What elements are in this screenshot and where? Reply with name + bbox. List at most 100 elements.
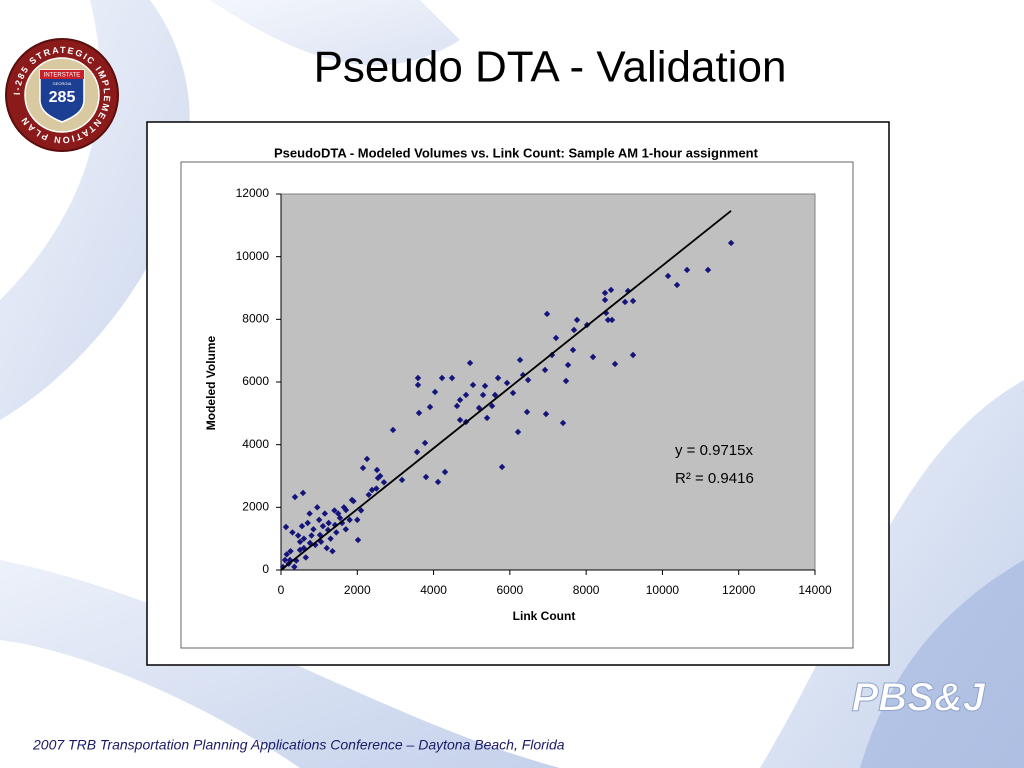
point bbox=[608, 316, 616, 324]
annotation: R² = 0.9416 bbox=[675, 470, 754, 487]
point bbox=[601, 289, 609, 297]
y-tick-label: 8000 bbox=[242, 312, 269, 326]
point bbox=[314, 504, 321, 511]
point bbox=[514, 428, 522, 436]
point bbox=[441, 468, 449, 476]
swirl bbox=[210, 0, 460, 66]
point bbox=[422, 473, 430, 481]
y-tick-label: 0 bbox=[262, 562, 269, 576]
point bbox=[607, 286, 615, 294]
shield-band bbox=[40, 70, 84, 79]
x-tick-label: 6000 bbox=[497, 583, 524, 597]
x-axis-label: Link Count bbox=[513, 609, 576, 623]
point bbox=[317, 538, 325, 545]
chart-title: PseudoDTA - Modeled Volumes vs. Link Cou… bbox=[274, 145, 759, 160]
point bbox=[564, 361, 572, 369]
point bbox=[325, 519, 332, 527]
point bbox=[479, 391, 487, 399]
point bbox=[283, 551, 290, 558]
point bbox=[302, 554, 309, 561]
point bbox=[664, 272, 672, 280]
point bbox=[373, 466, 381, 474]
point bbox=[331, 507, 338, 514]
point bbox=[559, 419, 567, 427]
point bbox=[552, 334, 560, 342]
x-tick-label: 12000 bbox=[722, 583, 756, 597]
point bbox=[321, 510, 329, 517]
point bbox=[342, 526, 350, 533]
point bbox=[421, 439, 429, 447]
point bbox=[589, 353, 597, 361]
point bbox=[336, 514, 344, 522]
point bbox=[291, 493, 299, 501]
point bbox=[306, 539, 314, 547]
y-tick-label: 6000 bbox=[242, 374, 269, 388]
point bbox=[340, 504, 348, 511]
point bbox=[414, 374, 422, 382]
point bbox=[296, 546, 304, 554]
company-logo: PBS&J bbox=[852, 676, 986, 720]
point bbox=[363, 455, 371, 463]
point bbox=[573, 316, 581, 324]
point bbox=[365, 491, 372, 498]
point bbox=[456, 396, 464, 404]
point bbox=[294, 532, 302, 539]
point bbox=[541, 366, 549, 374]
point bbox=[469, 381, 477, 389]
point bbox=[304, 519, 311, 527]
point bbox=[601, 296, 609, 304]
point bbox=[291, 563, 298, 571]
trendline bbox=[280, 210, 732, 571]
point bbox=[727, 239, 735, 247]
point bbox=[373, 485, 380, 492]
point bbox=[466, 359, 474, 367]
swirl bbox=[860, 560, 1024, 768]
point bbox=[299, 489, 307, 497]
x-tick-label: 2000 bbox=[344, 583, 371, 597]
swirl bbox=[0, 0, 190, 420]
x-tick-label: 4000 bbox=[420, 583, 447, 597]
point bbox=[448, 374, 456, 382]
point bbox=[431, 388, 439, 396]
plot-area bbox=[280, 193, 816, 571]
point bbox=[519, 371, 527, 379]
y-axis-label: Modeled Volume bbox=[204, 335, 218, 430]
point bbox=[354, 516, 361, 524]
point bbox=[503, 379, 511, 387]
shield-state: GEORGIA bbox=[53, 81, 72, 86]
point bbox=[491, 391, 499, 399]
point bbox=[398, 476, 406, 484]
footer: 2007 TRB Transportation Planning Applica… bbox=[32, 737, 565, 753]
slide-title: Pseudo DTA - Validation bbox=[314, 43, 787, 92]
point bbox=[329, 548, 336, 555]
point bbox=[315, 516, 323, 524]
shield bbox=[39, 69, 85, 123]
point bbox=[604, 316, 612, 324]
point bbox=[516, 356, 524, 364]
plot: 0 2000 4000 6000 8000 10000 12000 0 2000 4000 6000… bbox=[236, 186, 832, 597]
point bbox=[287, 548, 294, 555]
point bbox=[331, 521, 339, 529]
point bbox=[298, 522, 306, 530]
y-tick-label: 4000 bbox=[242, 437, 269, 451]
x-tick-label: 0 bbox=[278, 583, 285, 597]
point bbox=[488, 402, 496, 410]
point bbox=[524, 376, 532, 384]
y-tick-label: 10000 bbox=[236, 249, 270, 263]
point bbox=[569, 346, 577, 354]
point bbox=[359, 464, 367, 472]
point bbox=[494, 374, 502, 382]
point bbox=[611, 360, 619, 368]
point bbox=[319, 522, 327, 530]
point bbox=[453, 402, 461, 410]
point bbox=[335, 510, 342, 517]
point bbox=[308, 532, 315, 539]
point bbox=[673, 281, 681, 289]
point bbox=[542, 410, 550, 418]
y-tick-label: 12000 bbox=[236, 186, 270, 200]
point bbox=[462, 391, 470, 399]
point bbox=[286, 556, 294, 564]
point bbox=[562, 377, 570, 385]
